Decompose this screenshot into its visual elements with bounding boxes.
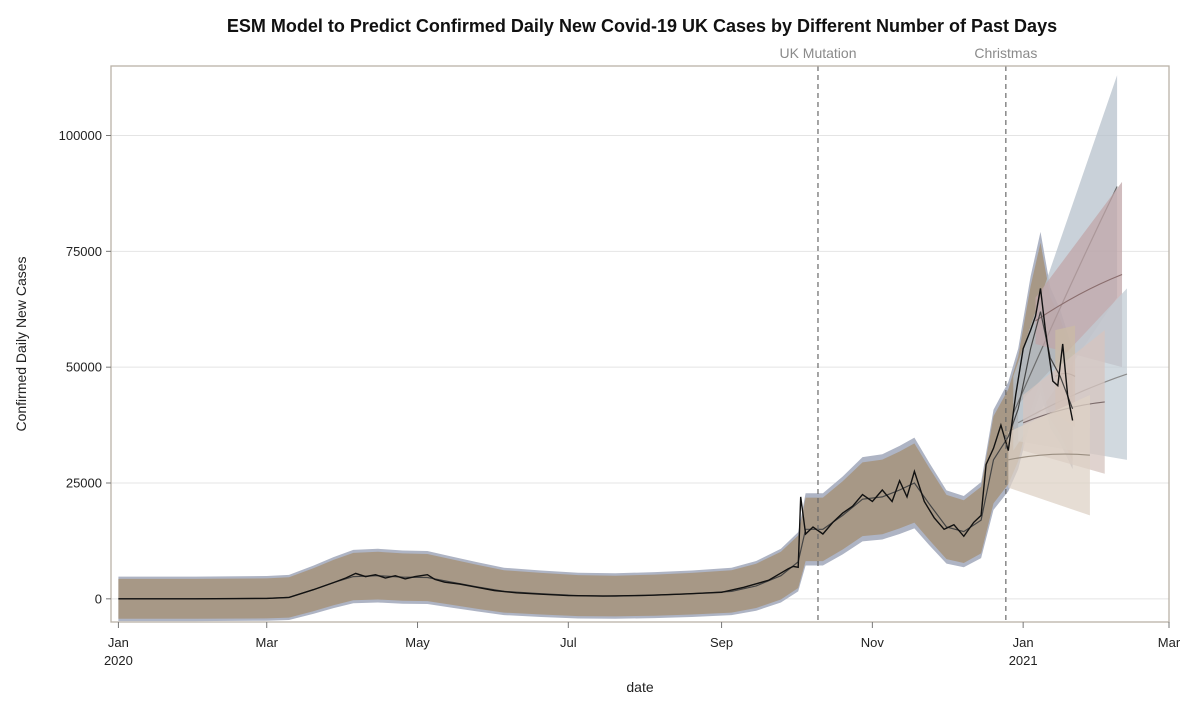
x-tick-sublabel-0: 2020 <box>104 653 133 668</box>
forecast-series <box>1008 75 1128 516</box>
annotations: UK Mutation Christmas <box>779 45 1037 622</box>
y-tick-label-1: 25000 <box>66 476 102 491</box>
plot-frame <box>110 65 1170 623</box>
y-tick-label-4: 100000 <box>59 128 102 143</box>
x-axis: Jan 2020 Mar May Jul Sep Nov Jan 2021 Mar <box>104 622 1181 668</box>
x-tick-label-1: Mar <box>256 635 279 650</box>
x-tick-label-2: May <box>405 635 430 650</box>
x-tick-label-5: Nov <box>861 635 885 650</box>
actual-line <box>118 288 1074 600</box>
x-tick-label-4: Sep <box>710 635 733 650</box>
annotation-label-0: UK Mutation <box>779 45 856 61</box>
y-tick-label-3: 75000 <box>66 244 102 259</box>
data-lines <box>118 288 1074 600</box>
forecast-band-5 <box>1008 394 1090 516</box>
y-axis: 0 25000 50000 75000 100000 <box>59 128 111 606</box>
y-axis-title: Confirmed Daily New Cases <box>13 256 29 431</box>
chart-title: ESM Model to Predict Confirmed Daily New… <box>227 16 1057 36</box>
x-tick-sublabel-6: 2021 <box>1009 653 1038 668</box>
x-axis-title: date <box>626 679 653 695</box>
x-tick-label-3: Jul <box>560 635 577 650</box>
annotation-label-1: Christmas <box>974 45 1037 61</box>
forecast-line-5 <box>1008 453 1090 461</box>
y-tick-label-2: 50000 <box>66 360 102 375</box>
confidence-bands <box>118 231 1073 622</box>
x-tick-label-0: Jan <box>108 635 129 650</box>
fit-band-inner <box>118 242 1073 619</box>
y-tick-label-0: 0 <box>95 591 102 606</box>
x-tick-label-7: Mar <box>1158 635 1181 650</box>
x-tick-label-6: Jan <box>1013 635 1034 650</box>
